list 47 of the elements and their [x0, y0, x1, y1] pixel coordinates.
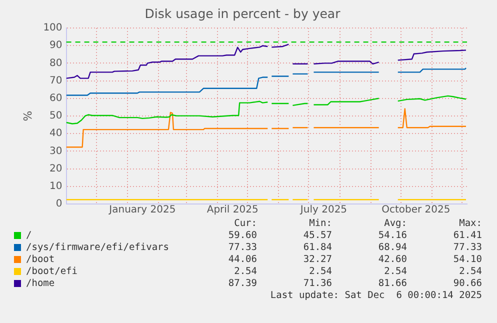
- text: 42.60: [377, 254, 407, 266]
- text: 77.33: [227, 242, 257, 254]
- text: 2.54: [233, 266, 257, 278]
- text: 2.54: [383, 266, 407, 278]
- text: 32.27: [302, 254, 332, 266]
- x-tick-label: July 2025: [299, 204, 348, 216]
- y-tick-label: 10: [50, 180, 62, 192]
- legend-label: /boot/efi: [25, 266, 78, 277]
- text: 77.33: [452, 242, 482, 254]
- x-tick-label: April 2025: [206, 204, 258, 216]
- legend-label: /boot: [25, 254, 55, 265]
- text: 81.66: [377, 278, 407, 290]
- text: Max:: [458, 218, 482, 230]
- y-tick-label: 40: [50, 128, 62, 140]
- text: 54.10: [452, 254, 482, 266]
- text: 54.16: [377, 230, 407, 242]
- text: Avg:: [383, 218, 407, 230]
- text: 2.54: [308, 266, 332, 278]
- text: Cur:: [233, 218, 257, 230]
- y-tick-label: 20: [50, 163, 62, 174]
- legend-label: /home: [25, 278, 55, 289]
- x-tick-label: October 2025: [382, 204, 450, 216]
- y-tick-label: 80: [50, 58, 62, 69]
- text: 61.84: [302, 242, 332, 254]
- text: 59.60: [227, 230, 257, 242]
- text: 90.66: [452, 278, 482, 290]
- y-tick-label: 30: [50, 146, 62, 157]
- legend-label: /: [25, 230, 32, 241]
- text: 44.06: [227, 254, 257, 266]
- chart-title: Disk usage in percent - by year: [144, 6, 342, 21]
- text: 71.36: [302, 278, 332, 290]
- text: 87.39: [227, 278, 257, 290]
- legend-label: /sys/firmware/efi/efivars: [25, 242, 169, 253]
- y-tick-label: 0: [56, 198, 62, 210]
- y-tick-label: 50: [50, 110, 62, 122]
- text: 68.94: [377, 242, 407, 254]
- text: Min:: [308, 218, 332, 230]
- x-tick-label: January 2025: [108, 204, 176, 216]
- y-tick-label: 70: [50, 75, 62, 86]
- text: 61.41: [452, 230, 482, 242]
- y-tick-label: 60: [50, 92, 62, 104]
- y-axis-title: %: [21, 110, 34, 122]
- text: 45.57: [302, 230, 332, 242]
- y-tick-label: 90: [50, 40, 62, 52]
- text: Last update: Sat Dec 6 00:00:14 2025: [269, 290, 482, 302]
- text: 2.54: [458, 266, 482, 278]
- y-tick-label: 100: [43, 22, 62, 34]
